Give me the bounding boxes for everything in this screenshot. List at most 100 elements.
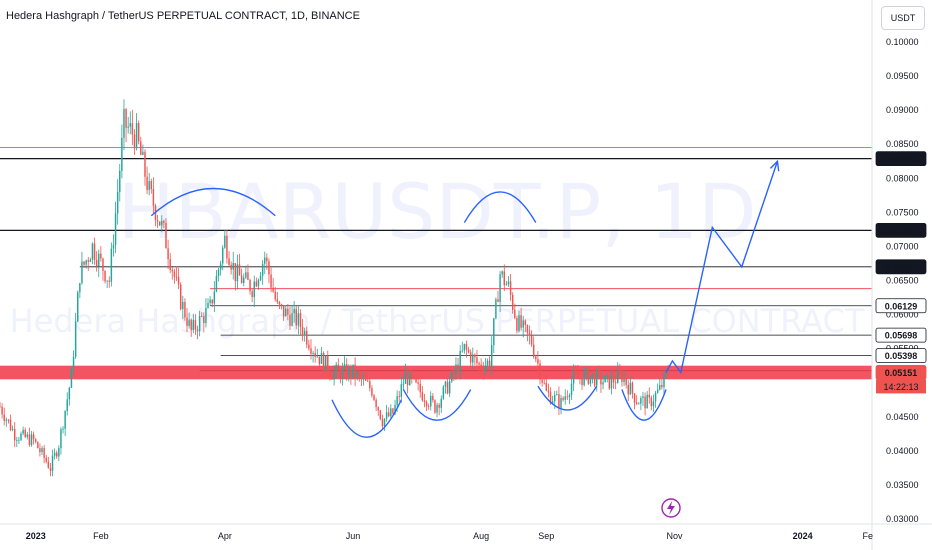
candle-body xyxy=(320,353,323,364)
candle-body xyxy=(95,259,98,267)
candle-body xyxy=(142,151,144,155)
candle-body xyxy=(612,376,615,383)
candle-body xyxy=(66,399,68,411)
candle-body xyxy=(432,395,434,401)
candle-body xyxy=(423,400,426,402)
candle-body xyxy=(568,395,571,398)
candle-body xyxy=(100,253,102,259)
candle-body xyxy=(398,396,400,398)
candle-body xyxy=(253,281,255,297)
candle-body xyxy=(499,274,501,302)
candle-body xyxy=(490,345,493,369)
candle-body xyxy=(62,428,64,430)
candle-body xyxy=(106,280,108,282)
candle-body xyxy=(532,344,535,357)
candle-body xyxy=(289,314,291,326)
candle-body xyxy=(22,429,24,434)
time-tick-label: 2024 xyxy=(793,531,813,541)
candle-body xyxy=(131,123,134,135)
projection-arrow-head xyxy=(769,159,780,172)
candle-body xyxy=(518,315,520,331)
candle-body xyxy=(356,371,358,378)
candle-body xyxy=(230,264,232,270)
candle-body xyxy=(45,457,47,462)
candle-body xyxy=(524,320,527,325)
candle-body xyxy=(621,372,623,383)
candle-body xyxy=(91,243,94,260)
price-tag-label: 0.08288 xyxy=(885,154,918,164)
candle-body xyxy=(644,396,646,409)
price-tag-label: 0.05698 xyxy=(885,331,918,341)
candle-body xyxy=(404,372,407,384)
time-axis[interactable]: 2023 Feb Apr Jun Aug Sep Nov 2024 Fe xyxy=(0,523,932,541)
candle-body xyxy=(123,109,125,138)
candle-body xyxy=(495,299,497,319)
candle-body xyxy=(146,176,148,191)
candle-body xyxy=(16,440,18,441)
candle-body xyxy=(148,181,150,191)
candle-body xyxy=(469,352,472,363)
candle-body xyxy=(74,321,77,357)
price-tick-label: 0.03500 xyxy=(886,480,919,490)
candle-body xyxy=(511,294,514,310)
candle-body xyxy=(37,441,39,449)
candle-body xyxy=(192,319,195,330)
watermark-symbol: HBARUSDT.P, 1D xyxy=(117,167,756,256)
candle-body xyxy=(633,393,636,403)
candle-body xyxy=(213,291,216,304)
candle-body xyxy=(255,281,258,287)
flash-icon[interactable] xyxy=(661,498,681,518)
candle-body xyxy=(34,439,37,442)
candle-body xyxy=(133,134,136,149)
candle-body xyxy=(606,375,608,377)
candle-body xyxy=(501,271,503,275)
candle-body xyxy=(72,356,75,370)
candle-body xyxy=(20,433,22,440)
time-tick-label: Jun xyxy=(346,531,361,541)
candle-body xyxy=(135,123,138,149)
candle-body xyxy=(226,235,228,259)
candle-body xyxy=(627,385,629,395)
candle-body xyxy=(297,313,300,326)
candle-body xyxy=(337,364,340,370)
candle-body xyxy=(497,299,499,302)
currency-button[interactable]: USDT xyxy=(881,6,925,30)
candle-body xyxy=(509,281,512,295)
candle-body xyxy=(457,364,459,372)
candle-body xyxy=(324,355,327,371)
candle-body xyxy=(261,263,264,276)
candle-body xyxy=(184,301,186,318)
candle-body xyxy=(541,379,543,383)
candle-body xyxy=(623,378,625,383)
candle-body xyxy=(400,384,403,398)
price-tag-label: 0.05151 xyxy=(885,368,918,378)
pattern-arc xyxy=(150,187,276,217)
candle-body xyxy=(343,364,346,368)
candle-body xyxy=(102,258,104,271)
candle-body xyxy=(377,407,379,411)
price-tick-label: 0.10000 xyxy=(886,37,919,47)
candle-body xyxy=(375,399,377,408)
candle-body xyxy=(188,319,190,327)
candle-body xyxy=(341,367,344,379)
candle-body xyxy=(144,151,146,177)
candle-body xyxy=(89,259,92,262)
candle-body xyxy=(396,396,398,405)
candle-body xyxy=(438,404,440,408)
candle-body xyxy=(125,109,127,128)
candle-body xyxy=(301,326,304,336)
candle-body xyxy=(137,123,140,142)
candle-body xyxy=(39,448,41,453)
candle-body xyxy=(217,269,220,277)
candle-body xyxy=(335,364,337,372)
candle-body xyxy=(129,123,132,127)
candle-body xyxy=(348,367,350,379)
candle-body xyxy=(585,368,587,373)
candle-body xyxy=(526,324,529,333)
time-tick-label: Aug xyxy=(473,531,489,541)
candle-body xyxy=(272,287,274,292)
candle-body xyxy=(591,373,594,376)
price-axis[interactable]: 0.10000 0.09500 0.09000 0.08500 0.08000 0.075… xyxy=(871,0,919,550)
candle-body xyxy=(408,372,411,386)
